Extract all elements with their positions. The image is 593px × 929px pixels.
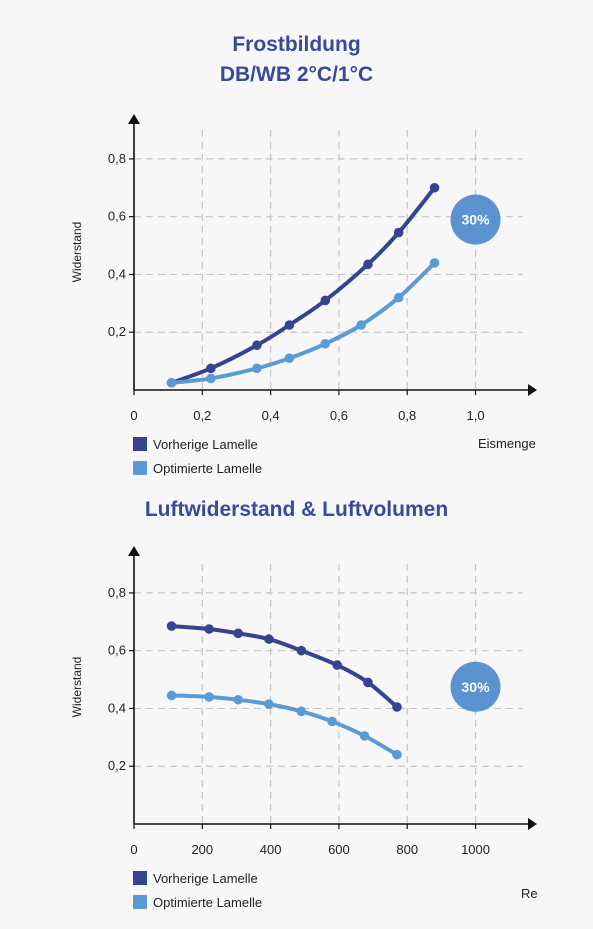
chart2-series-1-point-7	[392, 749, 402, 760]
chart2-series-0-point-7	[392, 702, 402, 712]
chart1-x-tick-label-1: 0,2	[193, 408, 211, 423]
chart2-series-0-point-3	[264, 634, 274, 644]
chart1-x-tick-label-5: 1,0	[466, 408, 484, 423]
chart1-xlabel: Eismenge	[478, 436, 536, 451]
chart2-legend-opt-label: Optimierte Lamelle	[153, 894, 263, 910]
chart1-series-0-point-3	[284, 320, 295, 330]
chart1-legend-prev-swatch	[133, 437, 147, 451]
chart2-y-arrow	[128, 546, 140, 556]
chart1-series-0-point-2	[252, 340, 262, 351]
chart2-series-0-point-5	[332, 660, 343, 670]
chart1-title-line2: DB/WB 2°C/1°C	[219, 63, 374, 86]
chart2-ylabel: Widerstand	[70, 657, 84, 718]
chart2-series-1-point-4	[296, 706, 307, 717]
chart1-legend-opt-swatch	[133, 461, 147, 475]
chart2-x-tick-label-1: 200	[191, 842, 213, 857]
chart2-x-tick-label-3: 600	[328, 842, 350, 857]
chart2-series-1-point-3	[264, 699, 274, 709]
chart1-x-tick-label-3: 0,6	[330, 408, 348, 423]
chart2-y-tick-label-3: 0,8	[108, 585, 126, 600]
chart1-x-arrow	[528, 384, 537, 396]
chart2-series-1-point-2	[233, 694, 243, 705]
chart1-title: Frostbildung DB/WB 2°C/1°C	[0, 30, 593, 90]
chart1-ylabel: Widerstand	[70, 222, 84, 283]
chart2-series-0-point-4	[296, 645, 307, 656]
chart2-series-1-point-0	[166, 690, 177, 701]
chart2-series-1-point-5	[327, 716, 337, 727]
chart1-series-1-point-7	[429, 258, 440, 268]
chart1-y-arrow	[128, 114, 140, 124]
chart2-x-tick-label-4: 800	[396, 842, 418, 857]
chart1-legend-prev: Vorherige Lamelle	[133, 432, 262, 456]
chart2-legend-prev-label: Vorherige Lamelle	[153, 870, 258, 886]
chart1-series-1-point-4	[320, 338, 331, 349]
chart1-legend-prev-label: Vorherige Lamelle	[153, 436, 258, 452]
chart2-series-1-line	[169, 693, 399, 757]
chart2-legend-opt-swatch	[133, 895, 147, 909]
chart2-badge-circle	[450, 661, 501, 712]
chart2-series-0-point-0	[166, 621, 177, 631]
chart1-y-tick-label-3: 0,8	[108, 151, 126, 166]
chart2-series-0-point-6	[363, 677, 373, 688]
chart1-legend-opt-label: Optimierte Lamelle	[153, 460, 263, 476]
chart1-series-1-point-0	[166, 377, 177, 388]
chart2-legend-prev-swatch	[133, 871, 147, 885]
chart2-xlabel: Re	[521, 886, 538, 901]
chart1-series-0-point-5	[363, 259, 373, 270]
chart1-x-tick-label-0: 0	[130, 408, 137, 423]
chart1-x-tick-label-4: 0,8	[398, 408, 416, 423]
chart1-series-1-point-3	[284, 353, 295, 364]
chart1-series-0-point-4	[320, 295, 331, 306]
chart1-title-line1: Frostbildung	[232, 33, 361, 56]
chart1-y-tick-label-0: 0,2	[108, 324, 126, 339]
chart1-series-0-point-7	[429, 182, 440, 193]
chart1-legend-opt: Optimierte Lamelle	[133, 456, 262, 480]
chart2-badge-text: 30%	[462, 679, 491, 695]
chart2-series-1-point-6	[359, 731, 370, 741]
chart1-badge-text: 30%	[462, 212, 491, 228]
chart1-y-tick-label-2: 0,6	[108, 209, 126, 224]
chart2-legend: Vorherige Lamelle Optimierte Lamelle	[133, 866, 262, 914]
chart1-legend: Vorherige Lamelle Optimierte Lamelle	[133, 432, 262, 480]
chart2-y-tick-label-0: 0,2	[108, 758, 126, 773]
chart2-series-1-point-1	[204, 692, 214, 702]
chart2-series-0-point-1	[204, 624, 214, 634]
chart1-y-tick-label-1: 0,4	[108, 266, 126, 281]
chart2-x-tick-label-5: 1000	[461, 842, 490, 857]
chart1-plot: 0 0,2 0,4 0,6 0,8 1,0 0,2 0,4 0,6 0,8 Widerstand 30…	[70, 114, 537, 423]
chart2-title: Luftwiderstand & Luftvolumen	[144, 498, 449, 521]
chart1-series-0-point-1	[206, 363, 216, 374]
chart1-badge-circle	[450, 194, 501, 245]
chart1-series-1-point-5	[356, 320, 366, 330]
chart2-legend-opt: Optimierte Lamelle	[133, 890, 262, 914]
chart1-series-1-point-2	[252, 363, 262, 374]
chart2-x-arrow	[528, 818, 537, 830]
chart1-x-tick-label-2: 0,4	[262, 408, 280, 423]
chart2-plot: 0 200 400 600 800 1000 0,2 0,4 0,6 0,8 Widerstand 3…	[70, 546, 537, 857]
chart2-legend-prev: Vorherige Lamelle	[133, 866, 262, 890]
chart1-series-1-point-1	[206, 373, 216, 384]
chart2-y-tick-label-2: 0,6	[108, 643, 126, 658]
chart2-series-0-point-2	[233, 628, 243, 639]
chart1-series-0-point-6	[393, 227, 404, 238]
chart1-series-1-point-6	[393, 292, 404, 303]
chart2-x-tick-label-2: 400	[260, 842, 282, 857]
chart2-y-tick-label-1: 0,4	[108, 700, 126, 715]
chart2-x-tick-label-0: 0	[130, 842, 137, 857]
